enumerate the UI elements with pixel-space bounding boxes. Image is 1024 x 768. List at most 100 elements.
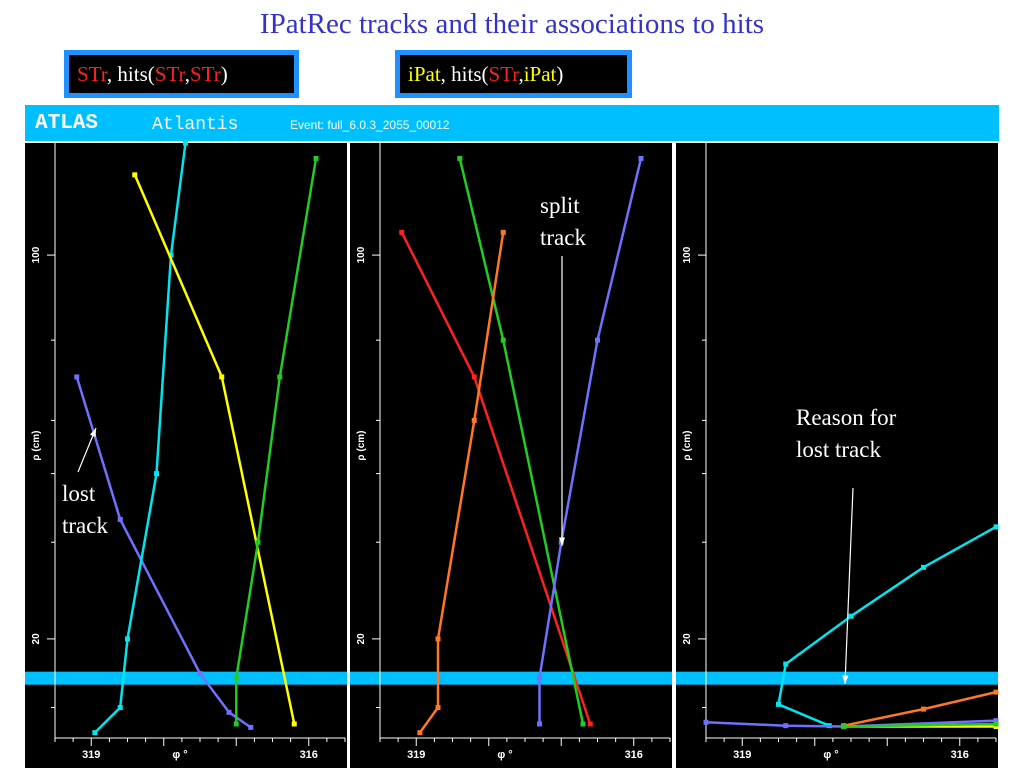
panel-2-hit bbox=[399, 229, 405, 235]
annotation-lost-track: lost track bbox=[62, 478, 108, 542]
panel-1-hit bbox=[313, 155, 319, 161]
panel-2-y-tick-label: 100 bbox=[356, 246, 367, 263]
panel-2-x-axis-label: φ ° bbox=[497, 749, 512, 761]
annotation-split-line1: split bbox=[540, 193, 580, 218]
panel-3-hit bbox=[993, 724, 999, 730]
panel-1-x-tick-label: 316 bbox=[300, 749, 318, 761]
annotation-reason-line2: lost track bbox=[796, 437, 881, 462]
panel-1-hit bbox=[233, 675, 239, 681]
panel-2-hit bbox=[500, 229, 506, 235]
panel-1-hit bbox=[132, 172, 138, 178]
panel-1-hit bbox=[226, 709, 232, 715]
panel-3-y-axis-label: ρ (cm) bbox=[682, 430, 693, 460]
panel-1-hit bbox=[197, 670, 203, 676]
panel-1-hit bbox=[183, 140, 188, 146]
legend-left-b: , hits( bbox=[106, 62, 155, 86]
panel-3-track-2 bbox=[705, 719, 997, 728]
panel-3-hit bbox=[848, 613, 854, 619]
panel-3-hit bbox=[783, 661, 789, 667]
panel-2-y-tick-label: 20 bbox=[356, 633, 367, 645]
atlas-logo: ATLAS bbox=[35, 112, 99, 135]
panel-1-track-2 bbox=[94, 142, 187, 734]
panel-1-hit bbox=[248, 724, 254, 730]
app-name: Atlantis bbox=[152, 115, 239, 135]
annotation-split-track: split track bbox=[540, 190, 586, 254]
panel-1-y-axis-label: ρ (cm) bbox=[31, 430, 42, 460]
legend-right-a: iPat bbox=[408, 62, 441, 86]
arrow-reason-head bbox=[842, 675, 849, 684]
panel-2-hit bbox=[500, 337, 506, 343]
panel-1-hit bbox=[168, 252, 174, 258]
legend-strack-hits: STr, hits(STr,STr) bbox=[64, 50, 299, 98]
panel-3-hit bbox=[921, 706, 926, 712]
panel-1-hit bbox=[233, 721, 239, 727]
panel-1-y-tick-label: 100 bbox=[31, 246, 42, 263]
panel-1-y-tick-label: 20 bbox=[31, 633, 42, 645]
event-label: Event: full_6.0.3_2055_00012 bbox=[290, 118, 450, 132]
legend-ipat-hits: iPat, hits(STr,iPat) bbox=[395, 50, 632, 98]
panel-1-x-tick-label: 319 bbox=[82, 749, 100, 761]
annotation-lost-line2: track bbox=[62, 513, 108, 538]
panel-2-hit bbox=[435, 705, 441, 711]
panel-2-hit bbox=[638, 155, 644, 161]
panel-2-hit bbox=[587, 721, 593, 727]
panel-1-background bbox=[25, 143, 347, 768]
panel-3-detector-band bbox=[676, 671, 998, 685]
panel-2-hit bbox=[417, 730, 423, 736]
annotation-split-line2: track bbox=[540, 225, 586, 250]
panel-3-x-tick-label: 316 bbox=[951, 749, 969, 761]
legend-right-c: STr bbox=[488, 62, 519, 86]
panel-1-x-axis-label: φ ° bbox=[172, 749, 187, 761]
panel-3-background bbox=[676, 143, 998, 768]
panel-2-detector-band bbox=[350, 671, 672, 685]
legend-right-e: iPat bbox=[523, 62, 557, 86]
legend-right-f: ) bbox=[556, 62, 564, 86]
panel-3-y-tick-label: 20 bbox=[682, 633, 693, 645]
panel-2-background bbox=[350, 143, 672, 768]
panel-1-hit bbox=[117, 705, 123, 711]
annotation-reason-line1: Reason for bbox=[796, 405, 897, 430]
panel-1-hit bbox=[154, 471, 159, 477]
panel-1-hit bbox=[125, 636, 130, 642]
annotation-reason: Reason for lost track bbox=[796, 402, 896, 466]
panel-2-hit bbox=[537, 675, 542, 681]
legend-left-c: STr bbox=[154, 62, 185, 86]
panel-2-x-tick-label: 319 bbox=[407, 749, 425, 761]
panel-1-hit bbox=[255, 539, 261, 545]
panel-3-x-tick-label: 319 bbox=[733, 749, 751, 761]
panel-2-hit bbox=[595, 337, 600, 343]
panel-2-hit bbox=[457, 155, 463, 161]
panel-3-hit bbox=[993, 721, 999, 727]
panel-2-x-tick-label: 316 bbox=[625, 749, 643, 761]
panel-1-hit bbox=[219, 374, 225, 380]
panel-3-hit bbox=[993, 524, 999, 530]
panel-2-hit bbox=[537, 721, 542, 727]
panel-3-track-1 bbox=[777, 525, 997, 727]
legend-left-e: STr bbox=[189, 62, 221, 86]
legend-left-a: STr bbox=[77, 62, 107, 86]
panel-1-hit bbox=[117, 516, 123, 522]
panel-1-detector-band bbox=[25, 671, 347, 685]
panel-3-hit bbox=[776, 701, 781, 707]
arrow-lost-track-head bbox=[89, 428, 96, 437]
panel-3-y-tick-label: 100 bbox=[682, 246, 693, 263]
legend-right-d: , bbox=[518, 62, 524, 86]
legend-left-f: ) bbox=[220, 62, 228, 86]
atlantis-header-bar: ATLAS Atlantis Event: full_6.0.3_2055_00… bbox=[25, 105, 999, 141]
panel-1-hit bbox=[291, 721, 297, 727]
panel-2-hit bbox=[471, 374, 477, 380]
annotation-lost-line1: lost bbox=[62, 481, 96, 506]
panel-1-hit bbox=[74, 374, 80, 380]
legend-right-b: , hits( bbox=[440, 62, 489, 86]
panel-3-x-axis-label: φ ° bbox=[823, 749, 838, 761]
slide-title: IPatRec tracks and their associations to… bbox=[259, 8, 765, 40]
panel-3-hit bbox=[993, 718, 999, 724]
panel-1-hit bbox=[277, 374, 283, 380]
arrow-reason bbox=[844, 487, 854, 685]
panel-3-hit bbox=[921, 564, 926, 570]
panel-3-hit bbox=[841, 724, 847, 730]
panel-2-y-axis-label: ρ (cm) bbox=[356, 430, 367, 460]
panel-2-hit bbox=[471, 417, 477, 423]
arrow-split-track-head bbox=[558, 537, 566, 546]
